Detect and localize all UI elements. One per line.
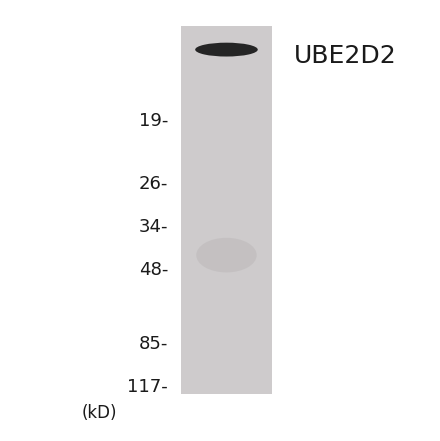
- Text: 26-: 26-: [139, 175, 168, 193]
- Text: 34-: 34-: [139, 218, 168, 236]
- Ellipse shape: [195, 43, 258, 56]
- Text: 85-: 85-: [139, 335, 168, 353]
- Bar: [181, 26, 272, 393]
- Text: UBE2D2: UBE2D2: [293, 44, 396, 68]
- Ellipse shape: [196, 238, 257, 273]
- Text: 19-: 19-: [139, 112, 168, 130]
- Text: 48-: 48-: [139, 261, 168, 279]
- Text: (kD): (kD): [81, 404, 117, 422]
- Text: 117-: 117-: [128, 378, 168, 396]
